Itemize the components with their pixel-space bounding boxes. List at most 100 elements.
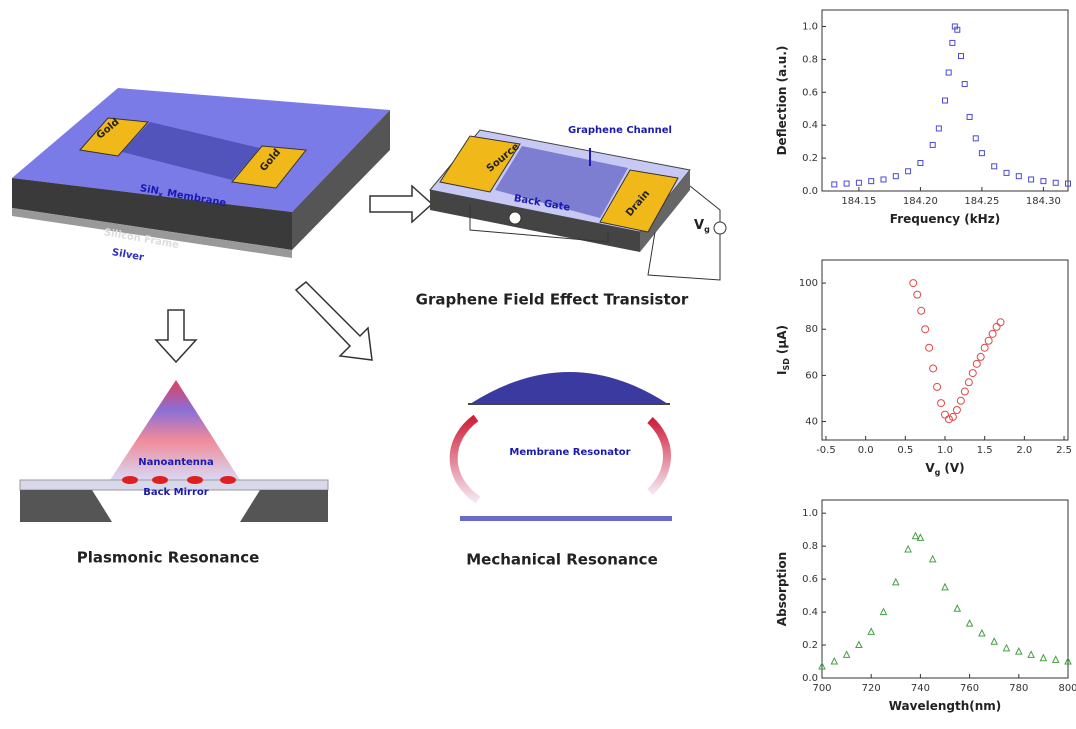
point xyxy=(985,337,992,344)
x-tick-label: 2.0 xyxy=(1016,445,1032,456)
point xyxy=(993,323,1000,330)
x-tick-label: 184.25 xyxy=(964,196,999,207)
y-tick-label: 0.0 xyxy=(802,186,818,197)
point xyxy=(967,620,973,626)
point xyxy=(946,70,951,75)
figure: Gold Gold SiNxMembrane Silicon Frame Sil… xyxy=(0,0,1076,729)
point xyxy=(954,605,960,611)
point xyxy=(893,579,899,585)
point xyxy=(1040,655,1046,661)
point xyxy=(856,642,862,648)
y-axis-label: Absorption xyxy=(775,552,789,626)
y-axis-label: ISD(μA) xyxy=(775,325,791,375)
y-tick-label: 60 xyxy=(805,370,818,381)
y-tick-label: 0.4 xyxy=(802,120,818,131)
x-tick-label: 0.5 xyxy=(897,445,913,456)
point xyxy=(906,169,911,174)
x-tick-label: -0.5 xyxy=(816,445,836,456)
y-tick-label: 0.0 xyxy=(802,673,818,684)
point xyxy=(997,319,1004,326)
point xyxy=(922,326,929,333)
y-axis-label: SD xyxy=(782,358,791,371)
point xyxy=(989,330,996,337)
y-axis-label: Absorption xyxy=(775,552,789,626)
y-tick-label: 1.0 xyxy=(802,21,818,32)
point xyxy=(979,151,984,156)
label: g xyxy=(704,225,710,234)
point xyxy=(930,365,937,372)
x-tick-label: 720 xyxy=(862,683,881,694)
x-tick-label: 1.5 xyxy=(977,445,993,456)
point xyxy=(844,651,850,657)
x-tick-label: 184.30 xyxy=(1026,196,1061,207)
point xyxy=(914,291,921,298)
point xyxy=(844,181,849,186)
point xyxy=(969,370,976,377)
x-axis-label: Vg(V) xyxy=(925,461,964,477)
y-axis-label: Deflection (a.u.) xyxy=(775,46,789,156)
x-axis-label: Frequency (kHz) xyxy=(890,212,1000,226)
y-tick-label: 0.2 xyxy=(802,153,818,164)
point xyxy=(832,182,837,187)
point xyxy=(1004,170,1009,175)
label: V xyxy=(694,218,704,233)
point xyxy=(893,174,898,179)
point xyxy=(979,630,985,636)
point xyxy=(961,388,968,395)
point xyxy=(1053,180,1058,185)
caption: Mechanical Resonance xyxy=(466,551,658,569)
point xyxy=(942,411,949,418)
point xyxy=(905,546,911,552)
label: Silver xyxy=(111,247,145,263)
point xyxy=(936,126,941,131)
point xyxy=(1028,651,1034,657)
point xyxy=(981,344,988,351)
plot-frame xyxy=(822,10,1068,191)
point xyxy=(910,280,917,287)
point xyxy=(926,344,933,351)
x-tick-label: 184.15 xyxy=(841,196,876,207)
y-tick-label: 100 xyxy=(799,278,818,289)
point xyxy=(962,82,967,87)
point xyxy=(973,360,980,367)
point xyxy=(831,658,837,664)
point xyxy=(992,164,997,169)
point xyxy=(950,40,955,45)
chart: 184.15184.20184.25184.300.00.20.40.60.81… xyxy=(775,10,1071,226)
point xyxy=(1016,174,1021,179)
y-tick-label: 1.0 xyxy=(802,508,818,519)
x-tick-label: 1.0 xyxy=(937,445,953,456)
x-axis-label: Wavelength(nm) xyxy=(889,699,1002,713)
x-axis-label: (V) xyxy=(944,461,964,475)
x-tick-label: 700 xyxy=(812,683,831,694)
device xyxy=(12,88,390,258)
label: Back Mirror xyxy=(143,487,209,498)
point xyxy=(953,407,960,414)
point xyxy=(869,179,874,184)
y-tick-label: 0.8 xyxy=(802,54,818,65)
point xyxy=(965,379,972,386)
point xyxy=(918,307,925,314)
point xyxy=(1041,179,1046,184)
point xyxy=(991,638,997,644)
point xyxy=(1004,645,1010,651)
y-tick-label: 0.6 xyxy=(802,87,818,98)
point xyxy=(958,54,963,59)
plasmonic xyxy=(20,380,328,522)
x-tick-label: 0.0 xyxy=(858,445,874,456)
point xyxy=(957,397,964,404)
x-axis-label: g xyxy=(935,468,941,477)
point xyxy=(1053,656,1059,662)
x-axis-label: Frequency (kHz) xyxy=(890,212,1000,226)
y-tick-label: 0.4 xyxy=(802,607,818,618)
label: Graphene Channel xyxy=(568,125,672,136)
y-tick-label: 80 xyxy=(805,324,818,335)
caption: Plasmonic Resonance xyxy=(77,549,260,567)
y-tick-label: 0.6 xyxy=(802,574,818,585)
y-axis-label: (μA) xyxy=(775,325,789,354)
point xyxy=(943,98,948,103)
y-tick-label: 0.8 xyxy=(802,541,818,552)
point xyxy=(934,383,941,390)
